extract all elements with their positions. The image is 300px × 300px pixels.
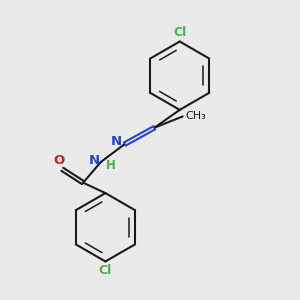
Text: O: O xyxy=(53,154,64,167)
Text: N: N xyxy=(88,154,100,167)
Text: N: N xyxy=(111,135,122,148)
Text: Cl: Cl xyxy=(173,26,186,39)
Text: H: H xyxy=(106,159,116,172)
Text: CH₃: CH₃ xyxy=(185,111,206,122)
Text: Cl: Cl xyxy=(99,264,112,278)
